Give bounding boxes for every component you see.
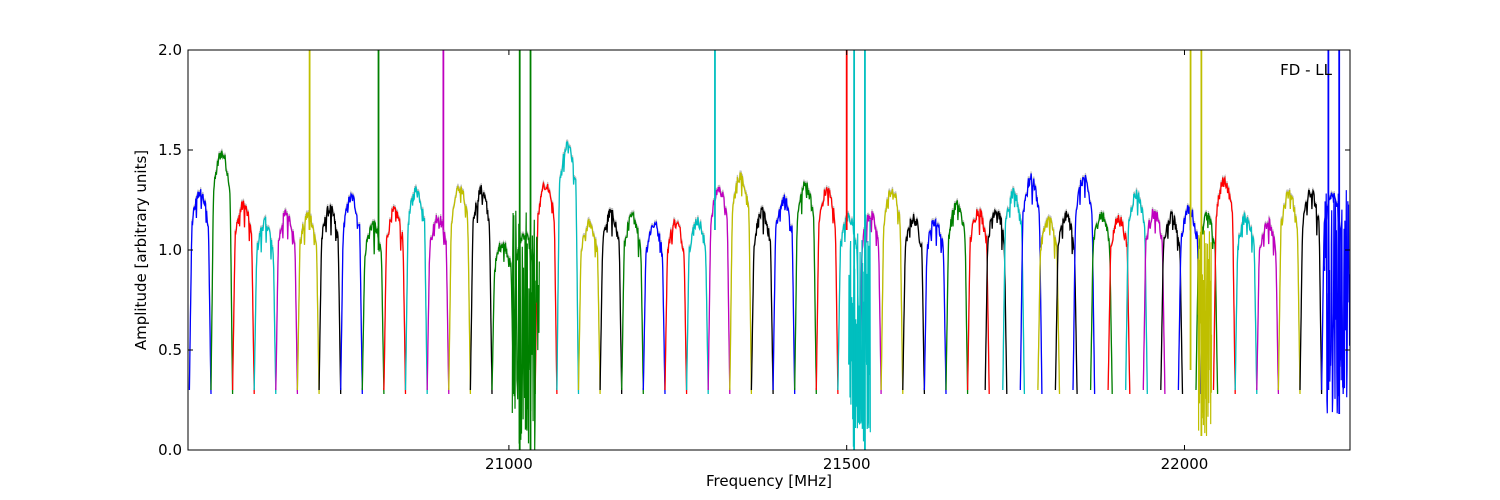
x-tick-label: 21000 (485, 455, 533, 473)
series-segment-54 (1299, 188, 1323, 395)
y-tick-label: 1.5 (158, 141, 182, 159)
series-segment-3 (253, 216, 277, 395)
series-segment-51 (1234, 212, 1258, 395)
series-segment-32 (880, 188, 904, 395)
series-segment-50 (1212, 175, 1236, 395)
noise-region-2 (1197, 230, 1213, 437)
x-tick-label: 22000 (1161, 455, 1209, 473)
series-segment-13 (469, 185, 493, 395)
series-segment-17 (556, 141, 580, 395)
plot-data (188, 50, 1350, 450)
series-segment-43 (1089, 211, 1113, 395)
series-segment-39 (1019, 173, 1043, 395)
background-trace-5 (296, 210, 320, 393)
y-tick-label: 1.0 (158, 241, 182, 259)
series-segment-44 (1107, 215, 1131, 395)
series-segment-27 (772, 194, 796, 395)
series-segment-49 (1195, 211, 1219, 395)
background-trace-18 (577, 216, 601, 393)
series-segment-1 (210, 150, 234, 395)
series-segment-36 (966, 208, 990, 395)
series-segment-0 (188, 189, 212, 395)
series-segment-8 (361, 219, 385, 395)
series-segment-23 (685, 217, 709, 395)
series-segment-21 (642, 221, 666, 395)
series-segment-47 (1160, 211, 1184, 395)
series-segment-31 (858, 211, 882, 395)
noise-region-0 (511, 210, 540, 450)
series-segment-7 (340, 192, 363, 395)
background-trace-4 (275, 207, 298, 393)
series-segment-22 (664, 218, 688, 395)
x-tick-label: 21500 (823, 455, 871, 473)
background-trace-7 (340, 190, 363, 393)
series-segment-41 (1054, 210, 1078, 395)
series-segment-5 (296, 212, 320, 395)
series-segment-52 (1256, 216, 1280, 395)
series-segment-4 (275, 209, 299, 395)
y-axis-label: Amplitude [arbitrary units] (132, 150, 150, 350)
series-segment-16 (534, 181, 558, 395)
series-segment-45 (1125, 189, 1148, 395)
background-trace-20 (621, 209, 644, 393)
series-segment-34 (923, 217, 947, 395)
series-segment-46 (1142, 208, 1166, 395)
series-segment-20 (621, 211, 644, 395)
series-segment-48 (1177, 205, 1201, 395)
series-segment-30 (837, 212, 861, 395)
series-segment-28 (794, 181, 817, 395)
series-segment-38 (1002, 187, 1026, 395)
series-segment-42 (1072, 174, 1096, 395)
series-segment-11 (426, 214, 450, 395)
series-segment-25 (729, 172, 753, 395)
background-trace-23 (686, 215, 709, 393)
annotation-label: FD - LL (1280, 61, 1332, 79)
series-segment-18 (577, 218, 601, 395)
x-axis-label: Frequency [MHz] (706, 472, 832, 490)
series-segment-26 (750, 206, 774, 395)
noise-region-1 (848, 214, 871, 447)
series-segment-2 (231, 200, 255, 395)
series-segment-9 (383, 205, 407, 395)
series-segment-24 (707, 186, 731, 395)
background-trace-26 (750, 204, 774, 393)
series-segment-35 (945, 200, 969, 395)
series-segment-29 (815, 187, 839, 395)
axis-ticks: 21000 21500 22000 0.0 0.5 1.0 1.5 2.0 (158, 41, 1350, 473)
series-segment-40 (1037, 216, 1061, 395)
series-segment-15 (512, 232, 536, 395)
y-tick-label: 0.5 (158, 341, 182, 359)
series-segment-53 (1277, 190, 1301, 395)
y-tick-label: 0.0 (158, 441, 182, 459)
series-segment-10 (404, 186, 428, 395)
y-tick-label: 2.0 (158, 41, 182, 59)
series-segment-37 (984, 208, 1008, 395)
series-segment-19 (599, 208, 623, 395)
series-segment-33 (902, 213, 926, 395)
background-trace-13 (469, 183, 493, 393)
series-segment-14 (491, 241, 515, 395)
series-segment-12 (448, 185, 472, 395)
background-trace-3 (253, 214, 277, 393)
series-segment-6 (318, 204, 342, 395)
